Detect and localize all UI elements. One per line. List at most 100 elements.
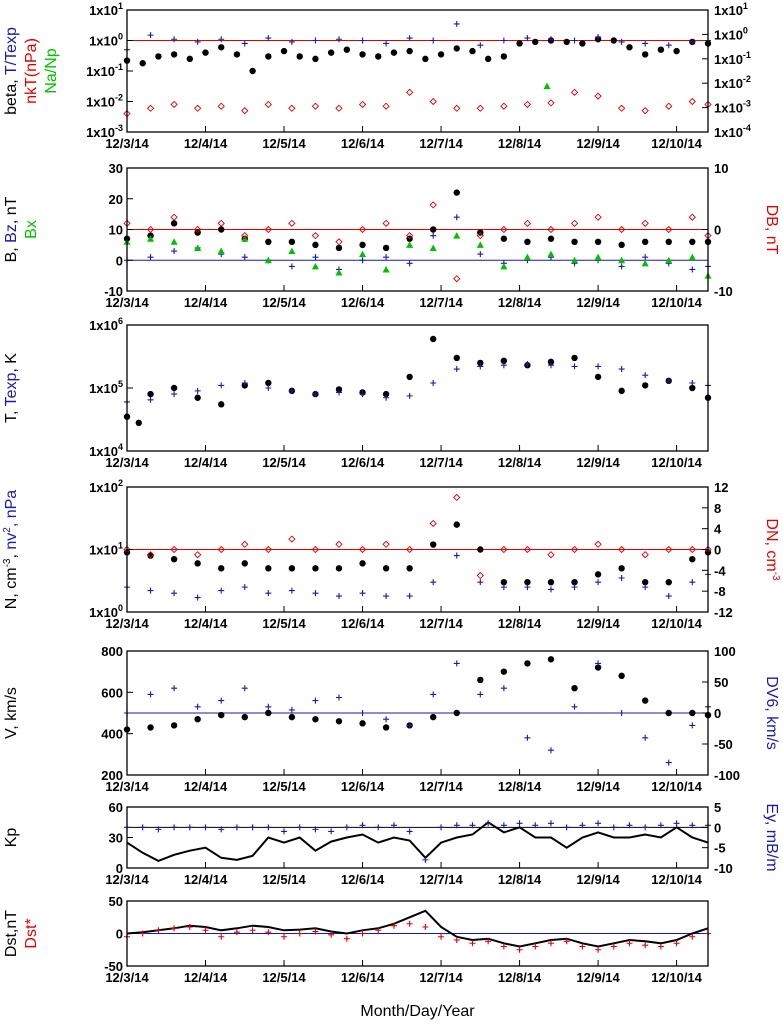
panel-1-series-2-point-2 (170, 238, 178, 245)
panel-3-left-label: N, cm-3, nv2, nPa (2, 490, 20, 610)
panel-3-series-0-point-16 (500, 578, 508, 586)
panel-0-series-0-point-10 (280, 47, 288, 55)
panel-5-series-1-point-10 (281, 828, 288, 835)
panel-4-series-1-point-14 (453, 660, 460, 667)
panel-3-series-1-point-12 (406, 593, 413, 600)
panel-5-xtick-label-1: 12/4/14 (184, 872, 228, 887)
panel-3-series-1-point-21 (618, 574, 625, 581)
panel-3-series-2-point-7 (288, 535, 296, 543)
panel-1-series-2-point-4 (217, 247, 225, 255)
panel-1-series-2-point-19 (571, 256, 579, 264)
panel-0-series-0-point-15 (359, 51, 366, 58)
panel-6-series-1-point-12 (312, 928, 319, 935)
panel-3-series-2-point-11 (382, 540, 390, 548)
panel-5-series-1-point-31 (610, 824, 617, 831)
panel-6-series-1-point-22 (469, 940, 476, 947)
panel-3-xtick-label-1: 12/4/14 (184, 616, 228, 631)
panel-0-series-0-point-3 (170, 51, 178, 58)
panel-0-xtick-label-4: 12/7/14 (419, 136, 463, 151)
panel-3-series-2-point-17 (523, 545, 532, 554)
panel-1-series-2-point-7 (288, 247, 296, 255)
panel-0-ytick-right-label-3: 1x10-1 (714, 50, 751, 67)
panel-1-series-0-point-21 (618, 241, 625, 249)
panel-3-series-0-point-1 (147, 552, 154, 559)
panel-1-series-2-point-14 (453, 232, 461, 239)
panel-4-series-0-point-20 (594, 664, 602, 671)
panel-6-series-1-point-5 (202, 927, 209, 934)
panel-6-series-1-point-15 (359, 930, 366, 937)
panel-0-series-0-point-29 (579, 40, 586, 47)
panel-3-series-2-point-5 (241, 540, 249, 548)
panel-0-series-0-point-24 (500, 53, 508, 60)
panel-4-ytick-left-label-1: 400 (101, 727, 123, 742)
panel-5-series-1-point-23 (485, 820, 492, 827)
panel-0-series-0-point-31 (610, 37, 617, 44)
panel-6-series-1-point-26 (532, 943, 539, 950)
panel-2-series-1-point-4 (218, 382, 225, 389)
panel-1-series-1-point-24 (689, 266, 696, 273)
panel-5-series-1-point-19 (422, 856, 429, 863)
panel-1-series-3-point-16 (500, 225, 508, 234)
panel-4: 12/3/14 12/4/14 12/5/14 12/6/14 12/7/14 12/8/… (101, 644, 740, 794)
panel-6-xtick-label-3: 12/6/14 (341, 970, 385, 985)
panel-0-series-2 (123, 88, 712, 118)
panel-1-series-0-point-13 (430, 226, 437, 233)
panel-0-series-1-point-11 (383, 40, 390, 47)
panel-2-xtick-label-4: 12/7/14 (419, 455, 463, 470)
panel-0-series-0-point-9 (265, 53, 272, 60)
panel-5-series-1-point-33 (642, 824, 649, 831)
panel-1-series-3-point-23 (665, 225, 673, 234)
panel-6-series-1-point-17 (390, 922, 397, 929)
panel-2-series-1-point-13 (430, 380, 437, 387)
panel-1-xtick-label-4: 12/7/14 (419, 295, 463, 310)
panel-0-series-2-point-3 (194, 104, 202, 112)
panel-1-series-3-point-15 (476, 232, 484, 240)
panel-6: 12/3/14 12/4/14 12/5/14 12/6/14 12/7/14 12/8/… (104, 894, 711, 985)
panel-0-series-0-point-12 (312, 55, 319, 63)
panel-4-series-0-point-5 (241, 713, 248, 721)
panel-2-series-0-point-7 (265, 379, 272, 387)
panel-5-xtick-label-4: 12/7/14 (419, 872, 463, 887)
panel-4-ytick-right-label-3: 50 (714, 675, 728, 690)
panel-4-xtick-label-6: 12/9/14 (576, 779, 620, 794)
panel-3-series-1-point-15 (477, 579, 484, 586)
panel-2-xtick-label-1: 12/4/14 (184, 455, 228, 470)
panel-2: 12/3/14 12/4/14 12/5/14 12/6/14 12/7/14 12/8/… (89, 316, 712, 470)
panel-1-left-label2: Bx (23, 220, 40, 239)
panel-6-series-1-point-10 (281, 933, 288, 940)
panel-0-series-0-point-2 (155, 53, 162, 60)
panel-3-series-0-point-18 (547, 578, 555, 586)
panel-5: 12/3/14 12/4/14 12/5/14 12/6/14 12/7/14 12/8/… (105, 800, 732, 887)
panel-0-left-label3: Na/Np (43, 48, 60, 93)
panel-1-series-3-point-21 (617, 225, 626, 234)
panel-4-right-label: DV6, km/s (763, 676, 780, 750)
panel-3-xtick-label-6: 12/9/14 (576, 616, 620, 631)
panel-4-series-0-point-18 (547, 656, 555, 663)
panel-3-series-0-point-22 (641, 578, 649, 586)
panel-0-xtick-label-0: 12/3/14 (105, 136, 149, 151)
panel-0-series-2-point-6 (264, 100, 272, 109)
panel-1-series-2-point-3 (194, 244, 202, 251)
panel-4-series-0-point-13 (430, 713, 437, 721)
panel-0-series-2-point-18 (547, 99, 555, 107)
panel-2-ytick-left-label-2: 1x106 (89, 316, 123, 333)
panel-1-series-1-point-1 (147, 254, 154, 261)
panel-2-series-0-point-10 (335, 386, 343, 393)
panel-3-series-2-point-22 (641, 551, 649, 559)
panel-4-xtick-label-1: 12/4/14 (184, 779, 228, 794)
panel-4-ytick-right-label-0: -100 (714, 768, 740, 783)
panel-0-series-0-point-16 (375, 53, 382, 60)
panel-5-xtick-label-2: 12/5/14 (262, 872, 306, 887)
panel-6-left-label2-part-0: Dst* (23, 918, 40, 948)
panel-3-series-1-point-3 (194, 594, 201, 601)
panel-0-ytick-right-label-4: 1x100 (714, 25, 748, 42)
panel-3-series-0-point-3 (194, 560, 201, 567)
panel-2-xtick-label-3: 12/6/14 (341, 455, 385, 470)
panel-1-left-label-part-0: B, (3, 243, 20, 263)
panel-0-series-1-point-2 (171, 36, 178, 43)
panel-1-left-label2-part-0: Bx (23, 220, 40, 239)
panel-3-series-1-point-4 (218, 587, 225, 594)
panel-0-series-1-point-14 (453, 20, 460, 27)
panel-0-left-label3-part-0: Na/Np (43, 48, 60, 93)
panel-6-ytick-left-label-1: 0 (116, 927, 123, 942)
